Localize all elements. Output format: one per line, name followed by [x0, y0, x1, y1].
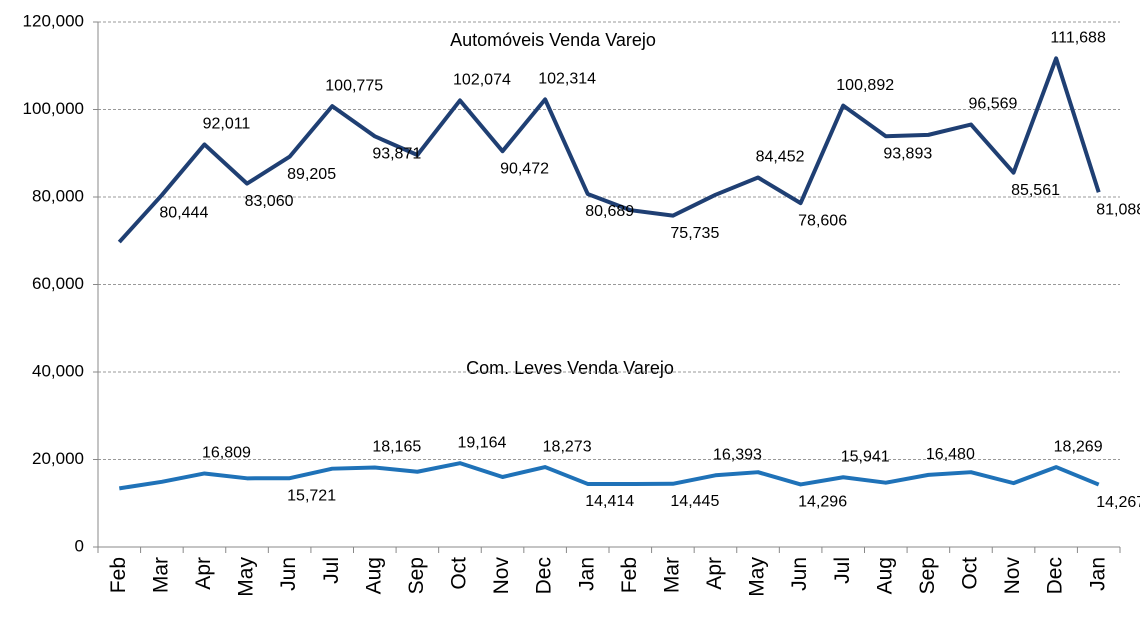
x-tick-label: Jun: [788, 557, 811, 591]
data-label: 93,871: [372, 146, 421, 163]
x-tick-label: Apr: [192, 557, 215, 590]
x-tick-label: Jan: [1086, 557, 1109, 591]
series-line: [117, 56, 1101, 244]
data-label: 78,606: [798, 212, 847, 229]
y-tick-label: 120,000: [23, 11, 84, 30]
y-tick-label: 40,000: [32, 361, 84, 380]
data-label: 14,445: [670, 493, 719, 510]
x-tick-label: Nov: [1001, 557, 1024, 595]
x-tick-label: Sep: [916, 557, 939, 594]
data-label: 15,721: [287, 487, 336, 504]
x-tick-label: Feb: [107, 557, 130, 593]
data-label: 16,393: [713, 446, 762, 463]
y-tick-label: 100,000: [23, 99, 84, 118]
x-tick-label: Dec: [1044, 557, 1067, 594]
data-label: 80,444: [159, 204, 208, 221]
data-label: 16,809: [202, 445, 251, 462]
data-label: 14,414: [585, 493, 634, 510]
x-tick-label: Jun: [277, 557, 300, 591]
x-tick-label: Nov: [490, 557, 513, 595]
x-tick-label: Sep: [405, 557, 428, 594]
data-label: 89,205: [287, 166, 336, 183]
x-tick-label: Apr: [703, 557, 726, 590]
annotation: Automóveis Venda Varejo: [450, 30, 656, 50]
x-tick-label: May: [746, 557, 769, 597]
x-tick-label: Mar: [149, 557, 172, 593]
data-label: 93,893: [883, 145, 932, 162]
annotation: Com. Leves Venda Varejo: [466, 358, 674, 378]
data-label: 92,011: [203, 116, 251, 133]
data-label: 84,452: [756, 149, 805, 166]
x-tick-label: Oct: [959, 557, 982, 590]
data-label: 100,892: [836, 77, 894, 94]
y-tick-label: 0: [75, 536, 84, 555]
y-tick-label: 60,000: [32, 274, 84, 293]
data-label: 85,561: [1011, 182, 1060, 199]
x-tick-label: Aug: [873, 557, 896, 594]
x-tick-label: Oct: [448, 557, 471, 590]
data-label: 83,060: [245, 193, 294, 210]
data-label: 81,088: [1096, 201, 1140, 218]
y-tick-label: 80,000: [32, 186, 84, 205]
x-tick-label: Jul: [831, 557, 854, 584]
data-label: 75,735: [670, 225, 719, 242]
series-line: [118, 461, 1100, 491]
data-label: 18,269: [1054, 438, 1103, 455]
x-tick-label: Feb: [618, 557, 641, 593]
data-label: 18,165: [372, 439, 421, 456]
data-label: 111,688: [1050, 30, 1106, 47]
y-tick-label: 20,000: [32, 449, 84, 468]
x-tick-label: Dec: [533, 557, 556, 594]
x-tick-label: Jan: [575, 557, 598, 591]
data-label: 18,273: [543, 438, 592, 455]
data-label: 96,569: [968, 96, 1017, 113]
data-label: 90,472: [500, 160, 549, 177]
data-label: 100,775: [325, 77, 383, 94]
x-tick-label: Jul: [320, 557, 343, 584]
data-label: 19,164: [457, 434, 506, 451]
data-label: 16,480: [926, 446, 975, 463]
data-label: 14,296: [798, 494, 847, 511]
x-tick-label: Mar: [660, 557, 683, 593]
data-label: 102,314: [538, 71, 596, 88]
x-tick-label: Aug: [362, 557, 385, 594]
x-tick-label: May: [235, 557, 258, 597]
data-label: 14,267: [1096, 494, 1140, 511]
data-label: 15,941: [841, 448, 890, 465]
data-label: 80,689: [585, 203, 634, 220]
data-label: 102,074: [453, 72, 511, 89]
